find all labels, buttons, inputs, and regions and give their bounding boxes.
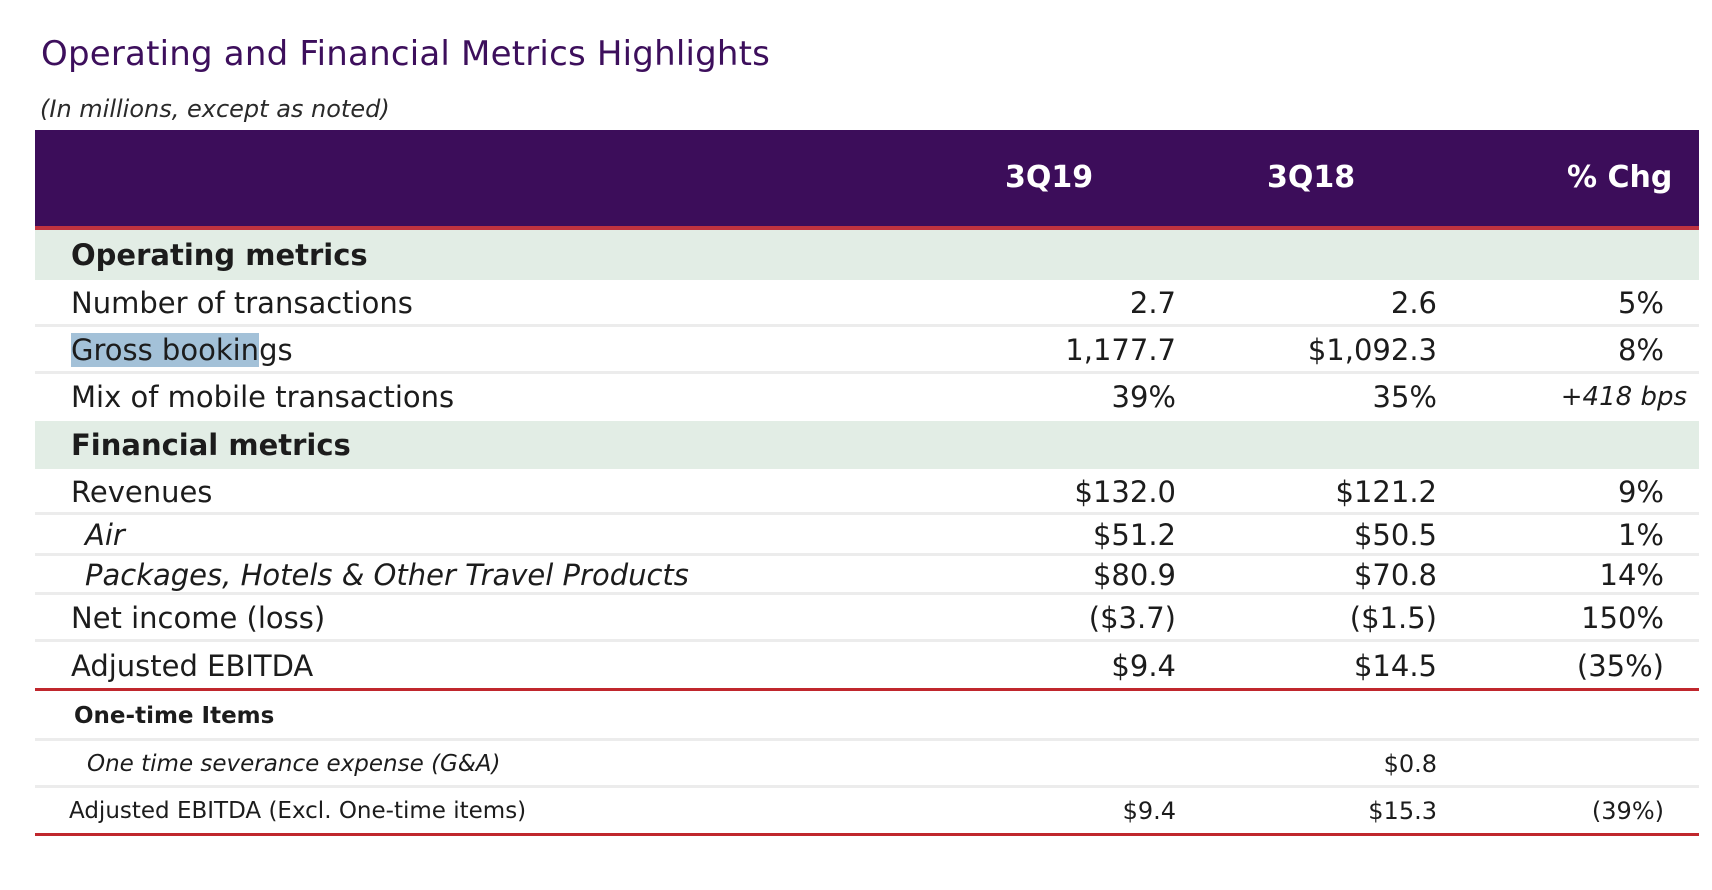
unselected-text[interactable]: gs bbox=[259, 333, 293, 367]
value-3q18: $15.3 bbox=[1368, 797, 1437, 825]
value-pct-chg: 14% bbox=[1599, 558, 1664, 592]
selected-text[interactable]: Gross bookin bbox=[71, 333, 260, 367]
row-label: Mix of mobile transactions bbox=[71, 380, 455, 414]
column-header-3q19: 3Q19 bbox=[1005, 160, 1094, 195]
row-label[interactable]: Gross bookings bbox=[71, 327, 293, 374]
table-row-mobile-mix: Mix of mobile transactions 39% 35% +418 … bbox=[35, 374, 1699, 421]
row-label: Number of transactions bbox=[71, 286, 413, 320]
value-3q18: $1,092.3 bbox=[1307, 333, 1437, 367]
table-row-transactions: Number of transactions 2.7 2.6 5% bbox=[35, 280, 1699, 327]
table-row-packages: Packages, Hotels & Other Travel Products… bbox=[35, 556, 1699, 595]
value-3q19: 2.7 bbox=[1129, 286, 1176, 320]
value-3q19: $132.0 bbox=[1074, 475, 1176, 509]
section-label: Financial metrics bbox=[71, 428, 351, 462]
section-row-one-time: One-time Items bbox=[35, 691, 1699, 741]
section-row-financial: Financial metrics bbox=[35, 421, 1699, 469]
value-3q18: 2.6 bbox=[1390, 286, 1437, 320]
table-row-net-income: Net income (loss) ($3.7) ($1.5) 150% bbox=[35, 595, 1699, 642]
section-row-operating: Operating metrics bbox=[35, 230, 1699, 280]
row-label: Adjusted EBITDA bbox=[71, 649, 314, 683]
value-3q18: ($1.5) bbox=[1349, 601, 1437, 635]
value-pct-chg: 9% bbox=[1617, 475, 1664, 509]
page-title: Operating and Financial Metrics Highligh… bbox=[41, 34, 771, 74]
table-header: 3Q19 3Q18 % Chg bbox=[35, 130, 1699, 230]
value-pct-chg: 150% bbox=[1581, 601, 1664, 635]
value-pct-chg: (35%) bbox=[1576, 649, 1664, 683]
units-note: (In millions, except as noted) bbox=[40, 95, 390, 123]
table-row-adjusted-ebitda-excl: Adjusted EBITDA (Excl. One-time items) $… bbox=[35, 788, 1699, 836]
section-label: One-time Items bbox=[74, 703, 275, 729]
row-label: One time severance expense (G&A) bbox=[87, 751, 501, 777]
value-3q18: $70.8 bbox=[1353, 558, 1437, 592]
value-3q19: ($3.7) bbox=[1088, 601, 1176, 635]
value-pct-chg: +418 bps bbox=[1560, 382, 1687, 412]
value-pct-chg: 5% bbox=[1617, 286, 1664, 320]
table-row-severance: One time severance expense (G&A) $0.8 bbox=[35, 741, 1699, 788]
table-row-adjusted-ebitda: Adjusted EBITDA $9.4 $14.5 (35%) bbox=[35, 642, 1699, 691]
row-label: Revenues bbox=[71, 475, 213, 509]
value-3q18: $14.5 bbox=[1353, 649, 1437, 683]
row-label: Packages, Hotels & Other Travel Products bbox=[85, 558, 689, 592]
value-3q18: $50.5 bbox=[1353, 518, 1437, 552]
value-3q19: $80.9 bbox=[1092, 558, 1176, 592]
value-3q19: $51.2 bbox=[1092, 518, 1176, 552]
table-row-revenues: Revenues $132.0 $121.2 9% bbox=[35, 469, 1699, 515]
value-3q18: $121.2 bbox=[1335, 475, 1437, 509]
value-3q19: 1,177.7 bbox=[1065, 333, 1176, 367]
column-header-pct-chg: % Chg bbox=[1567, 160, 1673, 195]
value-3q18: $0.8 bbox=[1383, 750, 1437, 778]
value-3q19: $9.4 bbox=[1111, 649, 1176, 683]
value-pct-chg: 1% bbox=[1617, 518, 1664, 552]
value-3q18: 35% bbox=[1372, 380, 1437, 414]
value-3q19: $9.4 bbox=[1122, 797, 1176, 825]
row-label: Net income (loss) bbox=[71, 601, 326, 635]
value-3q19: 39% bbox=[1111, 380, 1176, 414]
value-pct-chg: (39%) bbox=[1591, 797, 1664, 825]
table-row-air: Air $51.2 $50.5 1% bbox=[35, 515, 1699, 556]
table-row-gross-bookings: Gross bookings 1,177.7 $1,092.3 8% bbox=[35, 327, 1699, 374]
value-pct-chg: 8% bbox=[1617, 333, 1664, 367]
metrics-table: 3Q19 3Q18 % Chg Operating metrics Number… bbox=[35, 130, 1699, 836]
row-label: Air bbox=[85, 518, 125, 552]
section-label: Operating metrics bbox=[71, 238, 368, 272]
column-header-3q18: 3Q18 bbox=[1267, 160, 1356, 195]
row-label: Adjusted EBITDA (Excl. One-time items) bbox=[69, 798, 527, 824]
